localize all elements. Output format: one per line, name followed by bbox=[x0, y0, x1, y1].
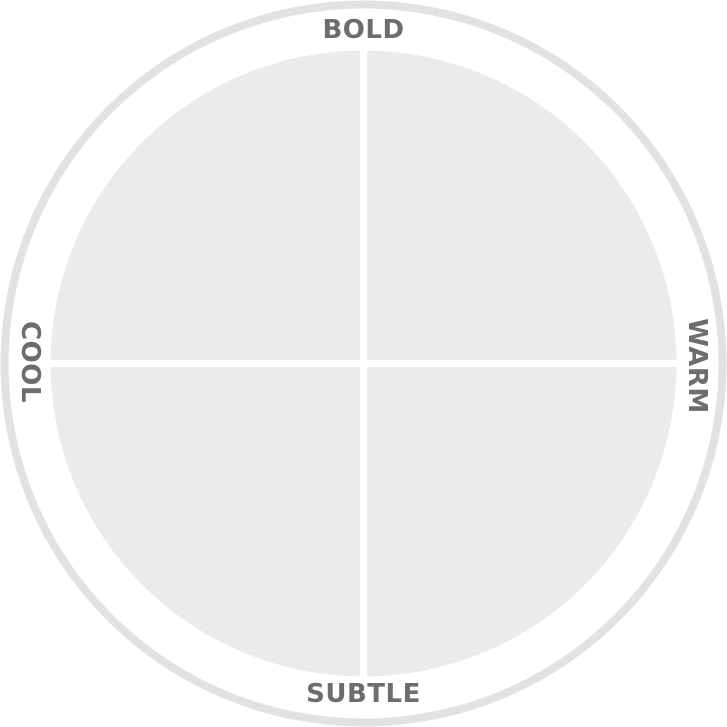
quadrant-top-right bbox=[363, 50, 677, 364]
label-right: WARM bbox=[682, 318, 712, 414]
label-left: COOL bbox=[15, 321, 45, 403]
quadrant-top-left bbox=[50, 50, 364, 364]
label-bottom: SUBTLE bbox=[306, 679, 421, 709]
quadrant-bottom-left bbox=[50, 363, 364, 677]
quadrant-bottom-right bbox=[363, 363, 677, 677]
label-top: BOLD bbox=[322, 15, 404, 45]
